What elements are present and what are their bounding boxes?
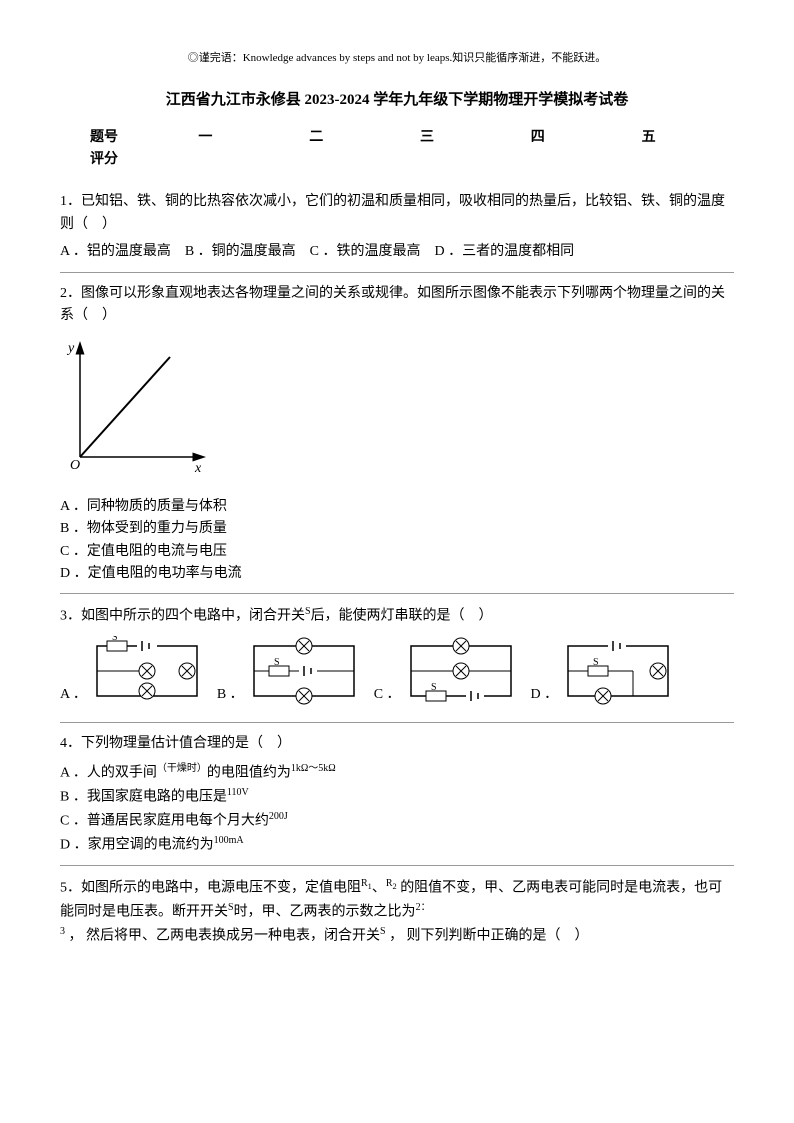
q3-prefix: 3．如图中所示的四个电路中，闭合开关 bbox=[60, 609, 305, 624]
option-b: B ．我国家庭电路的电压是110V bbox=[60, 785, 734, 809]
score-row-label: 题号 bbox=[90, 127, 150, 149]
score-col: 四 bbox=[508, 127, 568, 172]
q5-text: 5．如图所示的电路中，电源电压不变，定值电阻 bbox=[60, 881, 361, 896]
option-c: C ．普通居民家庭用电每个月大约200J bbox=[60, 809, 734, 833]
x-axis-label: x bbox=[194, 461, 202, 476]
opt-text: 的电阻值约为 bbox=[207, 765, 291, 780]
option-a: A ．人的双手间（干燥时）的电阻值约为1kΩ～5kΩ bbox=[60, 761, 734, 785]
question-text: 1．已知铝、铁、铜的比热容依次减小，它们的初温和质量相同，吸收相同的热量后，比较… bbox=[60, 191, 734, 236]
motto-text: ◎谨完语：Knowledge advances by steps and not… bbox=[60, 50, 734, 68]
q3-suffix: 后，能使两灯串联的是（ ） bbox=[311, 609, 493, 624]
page-title: 江西省九江市永修县 2023-2024 学年九年级下学期物理开学模拟考试卷 bbox=[60, 88, 734, 112]
question-options: A ．同种物质的质量与体积 B ．物体受到的重力与质量 C ．定值电阻的电流与电… bbox=[60, 496, 734, 586]
opt-text: （干燥时） bbox=[157, 763, 207, 774]
opt-text: D ．家用空调的电流约为 bbox=[60, 838, 214, 853]
q5-text: 、 bbox=[372, 881, 386, 896]
q5-text: 时，甲、乙两表的示数之比为 bbox=[234, 905, 416, 920]
opt-text: A ．人的双手间 bbox=[60, 765, 157, 780]
score-row-label: 评分 bbox=[90, 149, 150, 171]
svg-text:S: S bbox=[274, 657, 280, 668]
opt-text: 110V bbox=[227, 787, 249, 798]
svg-text:S: S bbox=[431, 682, 437, 693]
svg-text:S: S bbox=[112, 636, 118, 643]
opt-text: C ．普通居民家庭用电每个月大约 bbox=[60, 813, 269, 828]
opt-text: B ．我国家庭电路的电压是 bbox=[60, 789, 227, 804]
q5-text: ， 则下列判断中正确的是（ ） bbox=[386, 929, 589, 944]
circuit-options: A ． S bbox=[60, 636, 734, 706]
option-d: D ．家用空调的电流约为100mA bbox=[60, 833, 734, 857]
circuit-b-icon: S bbox=[244, 636, 364, 706]
opt-text: 100mA bbox=[214, 835, 244, 846]
question-text: 4．下列物理量估计值合理的是（ ） bbox=[60, 733, 734, 755]
score-col: 五 bbox=[619, 127, 679, 172]
question-3: 3．如图中所示的四个电路中，闭合开关S后，能使两灯串联的是（ ） A ． S bbox=[60, 604, 734, 723]
opt-text: 1kΩ～5kΩ bbox=[291, 763, 336, 774]
option-b-label: B ． bbox=[217, 684, 244, 706]
score-col: 二 bbox=[286, 127, 346, 172]
svg-text:S: S bbox=[593, 657, 599, 668]
q5-text: ， 然后将甲、乙两电表换成另一种电表，闭合开关 bbox=[65, 929, 380, 944]
option-d-label: D ． bbox=[531, 684, 559, 706]
q5-r2: R2 bbox=[386, 878, 397, 889]
linear-graph: O x y bbox=[60, 337, 734, 485]
question-5: 5．如图所示的电路中，电源电压不变，定值电阻R1、R2 的阻值不变，甲、乙两电表… bbox=[60, 876, 734, 961]
option-b: B ．物体受到的重力与质量 bbox=[60, 518, 734, 540]
opt-text: 200J bbox=[269, 811, 288, 822]
question-4: 4．下列物理量估计值合理的是（ ） A ．人的双手间（干燥时）的电阻值约为1kΩ… bbox=[60, 733, 734, 866]
option-a-label: A ． bbox=[60, 684, 87, 706]
question-options: A ．人的双手间（干燥时）的电阻值约为1kΩ～5kΩ B ．我国家庭电路的电压是… bbox=[60, 761, 734, 857]
option-c: C ．定值电阻的电流与电压 bbox=[60, 541, 734, 563]
question-text: 3．如图中所示的四个电路中，闭合开关S后，能使两灯串联的是（ ） bbox=[60, 604, 734, 628]
circuit-a-icon: S bbox=[87, 636, 207, 706]
option-d: D ．定值电阻的电功率与电流 bbox=[60, 563, 734, 585]
y-axis-label: y bbox=[66, 341, 75, 356]
score-col: 一 bbox=[175, 127, 235, 172]
score-table: 题号 评分 一 二 三 四 五 bbox=[60, 127, 734, 172]
question-text: 2．图像可以形象直观地表达各物理量之间的关系或规律。如图所示图像不能表示下列哪两… bbox=[60, 283, 734, 328]
score-col: 三 bbox=[397, 127, 457, 172]
option-c-label: C ． bbox=[374, 684, 401, 706]
circuit-d-icon: S bbox=[558, 636, 678, 706]
origin-label: O bbox=[70, 458, 80, 473]
option-a: A ．同种物质的质量与体积 bbox=[60, 496, 734, 518]
r-sym: R bbox=[361, 878, 368, 889]
question-2: 2．图像可以形象直观地表达各物理量之间的关系或规律。如图所示图像不能表示下列哪两… bbox=[60, 283, 734, 595]
r-sym: R bbox=[386, 878, 393, 889]
question-text: 5．如图所示的电路中，电源电压不变，定值电阻R1、R2 的阻值不变，甲、乙两电表… bbox=[60, 876, 734, 948]
question-options: A ．铝的温度最高 B ．铜的温度最高 C ．铁的温度最高 D ．三者的温度都相… bbox=[60, 241, 734, 263]
q5-r1: R1 bbox=[361, 878, 372, 889]
circuit-c-icon: S bbox=[401, 636, 521, 706]
question-1: 1．已知铝、铁、铜的比热容依次减小，它们的初温和质量相同，吸收相同的热量后，比较… bbox=[60, 191, 734, 272]
q5-ratio: 2： bbox=[416, 902, 431, 913]
